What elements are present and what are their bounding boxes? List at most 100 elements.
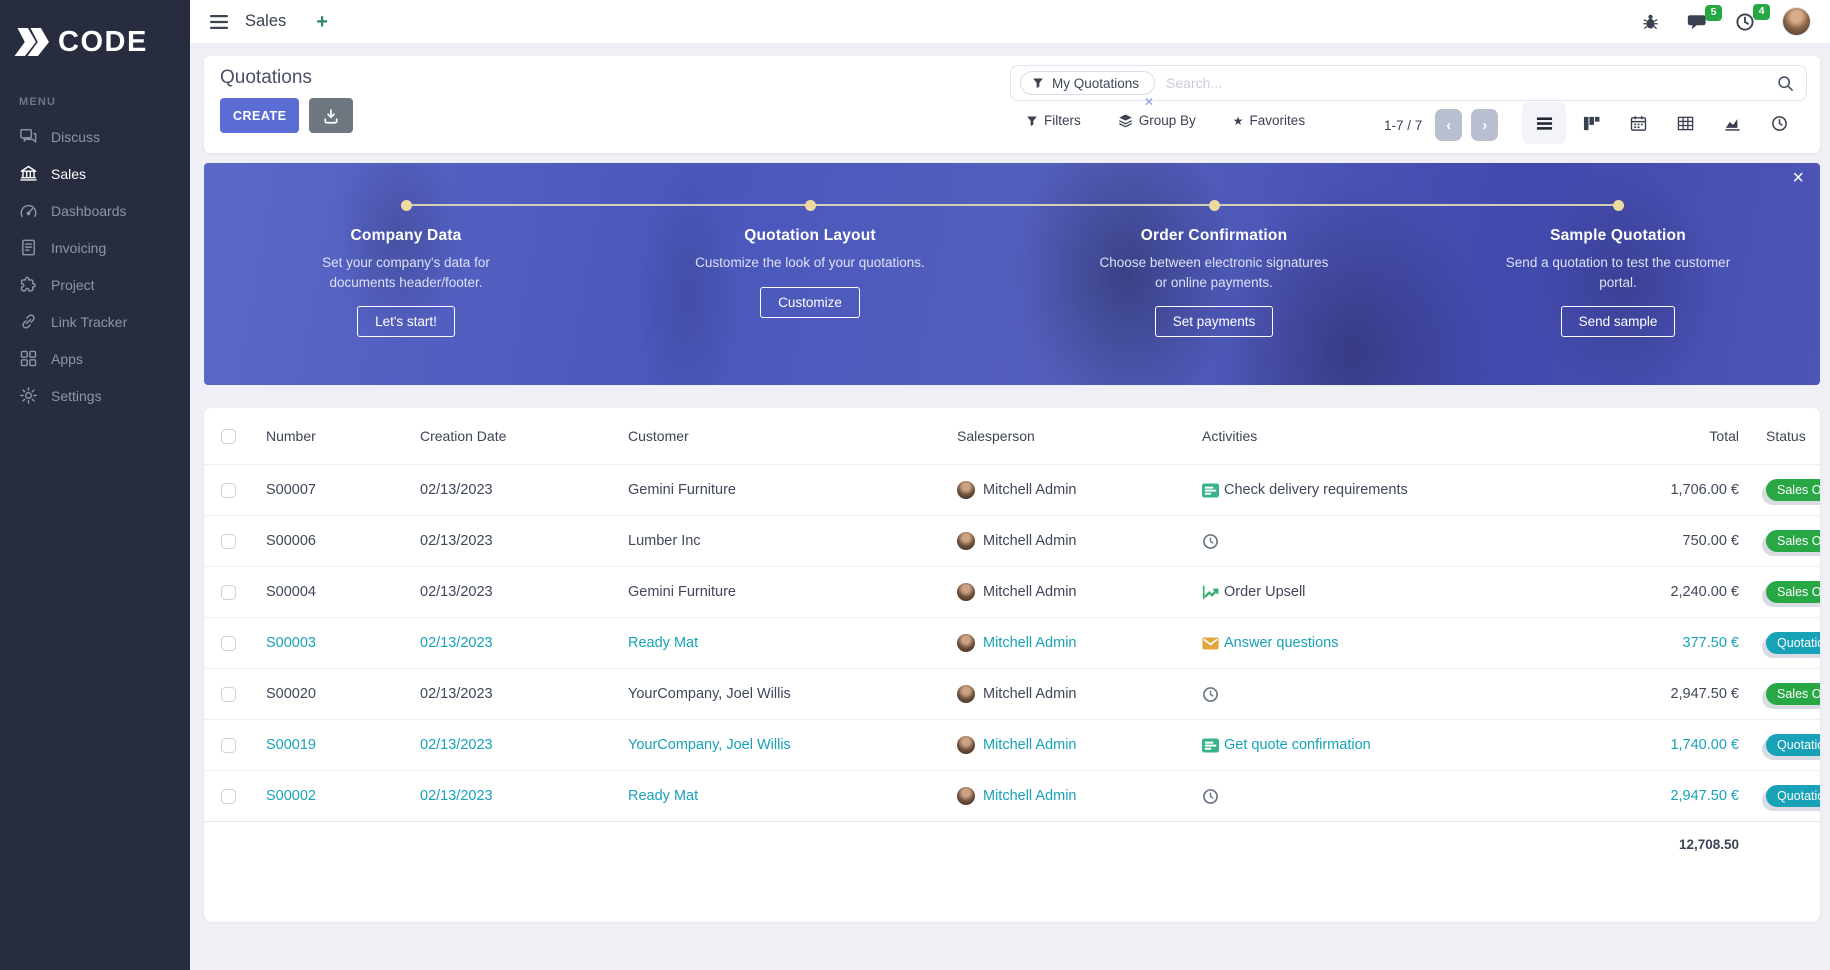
cell-salesperson: Mitchell Admin <box>957 787 1202 805</box>
control-panel: Quotations CREATE My Quotations ✕ Search… <box>204 56 1820 153</box>
pager-next-button[interactable]: › <box>1471 109 1499 141</box>
table-row-s00007[interactable]: S00007 02/13/2023 Gemini Furniture Mitchell… <box>204 464 1820 515</box>
row-checkbox[interactable] <box>221 635 236 651</box>
cell-activities[interactable]: Order Upsell <box>1202 584 1539 601</box>
search-facet[interactable]: My Quotations ✕ <box>1020 71 1156 109</box>
cell-creation-date: 02/13/2023 <box>420 584 493 600</box>
header-salesperson[interactable]: Salesperson <box>957 428 1035 444</box>
cell-activities[interactable]: Check delivery requirements <box>1202 482 1539 499</box>
calendar-view-button[interactable] <box>1616 102 1660 144</box>
table-footer-row: 12,708.50 <box>204 821 1820 867</box>
select-all-checkbox[interactable] <box>221 428 236 444</box>
messages-count-badge: 5 <box>1705 4 1722 22</box>
sidebar-item-discuss[interactable]: Discuss <box>0 118 190 155</box>
sidebar-item-link-tracker[interactable]: Link Tracker <box>0 303 190 340</box>
header-customer[interactable]: Customer <box>628 428 689 444</box>
kanban-view-icon <box>1583 115 1600 132</box>
cell-creation-date: 02/13/2023 <box>420 482 493 498</box>
cell-activities[interactable] <box>1202 533 1539 550</box>
onboarding-step-company-data: Company Data Set your company's data for … <box>204 163 608 385</box>
cell-number: S00003 <box>266 635 316 651</box>
table-row-s00020[interactable]: S00020 02/13/2023 YourCompany, Joel Willis… <box>204 668 1820 719</box>
sidebar-item-project[interactable]: Project <box>0 266 190 303</box>
cell-creation-date: 02/13/2023 <box>420 635 493 651</box>
row-checkbox[interactable] <box>221 686 236 702</box>
app-logo[interactable]: CODE <box>0 0 190 64</box>
search-placeholder: Search... <box>1166 75 1223 91</box>
row-checkbox[interactable] <box>221 788 236 804</box>
messages-icon[interactable]: 5 <box>1687 4 1722 31</box>
step-dot-icon <box>1208 199 1220 211</box>
chart-activity-icon <box>1202 584 1219 601</box>
table-row-s00006[interactable]: S00006 02/13/2023 Lumber Inc Mitchell Admin… <box>204 515 1820 566</box>
pivot-view-button[interactable] <box>1663 102 1707 144</box>
activities-clock-icon[interactable]: 4 <box>1735 3 1770 32</box>
pivot-view-icon <box>1677 115 1694 132</box>
search-icon[interactable] <box>1777 75 1794 92</box>
create-button[interactable]: CREATE <box>220 98 300 133</box>
progress-line <box>406 204 1618 206</box>
debug-bug-icon[interactable] <box>1642 12 1659 31</box>
step-action-button[interactable]: Set payments <box>1154 306 1274 338</box>
clock-activity-icon <box>1202 788 1219 805</box>
cell-salesperson: Mitchell Admin <box>957 685 1202 703</box>
new-tab-button[interactable]: + <box>316 10 328 33</box>
sidebar-item-invoicing[interactable]: Invoicing <box>0 229 190 266</box>
sales-icon <box>19 164 38 183</box>
row-checkbox[interactable] <box>221 482 236 498</box>
status-badge: Quotation <box>1766 632 1820 654</box>
cell-total: 377.50 € <box>1682 635 1739 651</box>
cell-activities[interactable] <box>1202 788 1539 805</box>
cell-status: Quotation <box>1745 785 1820 807</box>
status-badge: Quotation <box>1766 734 1820 756</box>
kanban-view-button[interactable] <box>1569 102 1613 144</box>
step-description: Set your company's data for documents he… <box>322 255 490 290</box>
header-status[interactable]: Status <box>1766 428 1806 444</box>
cell-number: S00019 <box>266 737 316 753</box>
close-icon[interactable]: × <box>1792 167 1804 189</box>
header-activities[interactable]: Activities <box>1202 428 1258 444</box>
active-app-title: Sales <box>245 12 287 30</box>
step-action-button[interactable]: Send sample <box>1560 306 1676 338</box>
list-view-button[interactable] <box>1522 102 1566 144</box>
row-checkbox[interactable] <box>221 737 236 753</box>
favorites-button[interactable]: ★ Favorites <box>1232 113 1306 128</box>
group-by-button[interactable]: Group By <box>1118 113 1196 128</box>
filters-button[interactable]: Filters <box>1026 113 1081 128</box>
sidebar-item-apps[interactable]: Apps <box>0 340 190 377</box>
table-row-s00004[interactable]: S00004 02/13/2023 Gemini Furniture Mitchell… <box>204 566 1820 617</box>
export-button[interactable] <box>309 98 353 133</box>
header-number[interactable]: Number <box>266 428 316 444</box>
cell-number: S00020 <box>266 686 316 702</box>
cell-status: Sales Order <box>1745 581 1820 603</box>
activity-view-button[interactable] <box>1757 102 1801 144</box>
facet-remove-icon[interactable]: ✕ <box>1143 95 1155 109</box>
sidebar-item-sales[interactable]: Sales <box>0 155 190 192</box>
pager-previous-button[interactable]: ‹ <box>1435 109 1463 141</box>
header-creation-date[interactable]: Creation Date <box>420 428 507 444</box>
status-badge: Sales Order <box>1766 581 1820 603</box>
cell-activities[interactable]: Get quote confirmation <box>1202 737 1539 754</box>
user-avatar[interactable] <box>1783 8 1810 35</box>
onboarding-step-sample-quotation: Sample Quotation Send a quotation to test… <box>1416 163 1820 385</box>
sidebar-item-dashboards[interactable]: Dashboards <box>0 192 190 229</box>
cell-activities[interactable] <box>1202 686 1539 703</box>
step-action-button[interactable]: Let's start! <box>357 306 455 338</box>
cell-activities[interactable]: Answer questions <box>1202 635 1539 652</box>
graph-view-button[interactable] <box>1710 102 1754 144</box>
quotations-table: Number Creation Date Customer Salesperso… <box>204 408 1820 922</box>
step-action-button[interactable]: Customize <box>760 286 860 318</box>
header-total[interactable]: Total <box>1709 428 1739 444</box>
salesperson-avatar <box>957 583 975 601</box>
step-title: Company Data <box>350 227 462 244</box>
settings-icon <box>19 386 38 405</box>
row-checkbox[interactable] <box>221 584 236 600</box>
sidebar-item-settings[interactable]: Settings <box>0 377 190 414</box>
table-row-s00003[interactable]: S00003 02/13/2023 Ready Mat Mitchell Admin A… <box>204 617 1820 668</box>
table-row-s00019[interactable]: S00019 02/13/2023 YourCompany, Joel Willis… <box>204 719 1820 770</box>
table-row-s00002[interactable]: S00002 02/13/2023 Ready Mat Mitchell Admin 2… <box>204 770 1820 821</box>
search-bar[interactable]: My Quotations ✕ Search... <box>1010 65 1807 109</box>
row-checkbox[interactable] <box>221 533 236 549</box>
menu-section-label: MENU <box>19 96 57 108</box>
menu-toggle-icon[interactable] <box>210 14 228 29</box>
